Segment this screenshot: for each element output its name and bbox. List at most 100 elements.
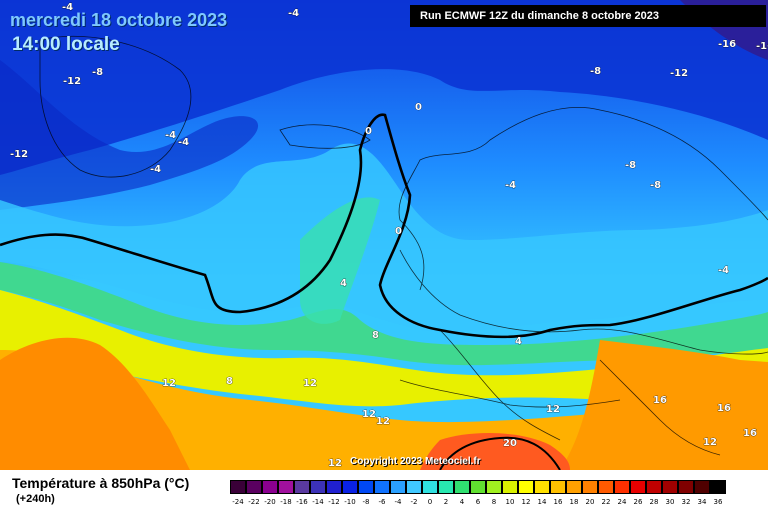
isotherm-label: 12 [328,458,342,469]
scale-swatch [374,480,390,494]
forecast-time: 14:00 locale [12,34,120,55]
isotherm-label: 4 [515,336,522,347]
scale-tick: -6 [378,498,386,506]
scale-tick: -22 [248,498,260,506]
scale-swatch [470,480,486,494]
isotherm-label: -16 [756,41,768,52]
isotherm-label: -8 [625,160,636,171]
scale-tick: -2 [410,498,418,506]
color-scale-labels: -24 -22 -20 -18 -16 -14 -12 -10 -8 -6 -4 -2 0 2 4 6 8 10 1… [230,498,726,506]
isotherm-label: -4 [505,180,516,191]
isotherm-label: 12 [362,409,376,420]
isotherm-label: -12 [63,76,81,87]
scale-tick: 6 [475,498,481,506]
scale-tick: -12 [328,498,340,506]
scale-tick: -14 [312,498,324,506]
isotherm-twenty [439,436,561,470]
scale-tick: 24 [617,498,627,506]
legend-subtitle: (+240h) [16,493,55,505]
isotherm-label: -4 [62,2,73,13]
isotherm-labels: -4-4-16-16-8-12-8-120-4-40-12-4-8-4-80-4… [10,2,768,470]
scale-swatch [694,480,710,494]
scale-swatch [358,480,374,494]
scale-swatch [614,480,630,494]
isotherm-label: -4 [178,137,189,148]
isotherm-zero [0,113,768,339]
scale-swatch [518,480,534,494]
scale-swatch [662,480,678,494]
scale-tick: 22 [601,498,611,506]
copyright: Copyright 2023 Meteociel.fr [350,456,481,467]
scale-swatch [566,480,582,494]
coastlines [39,35,768,456]
scale-swatch [230,480,246,494]
scale-swatch [550,480,566,494]
scale-tick: 12 [521,498,531,506]
scale-swatch [582,480,598,494]
isotherm-label: -12 [10,149,28,160]
scale-tick: 10 [505,498,515,506]
isotherm-label: -8 [650,180,661,191]
scale-swatch [326,480,342,494]
scale-tick: 34 [697,498,707,506]
scale-tick: 18 [569,498,579,506]
isotherm-label: 16 [717,403,731,414]
isotherm-label: 12 [546,404,560,415]
scale-swatch [598,480,614,494]
isotherm-label: 0 [395,226,402,237]
scale-tick: -20 [264,498,276,506]
scale-swatch [710,480,726,494]
isotherm-label: 0 [415,102,422,113]
isotherm-label: -12 [670,68,688,79]
isotherm-label: -4 [165,130,176,141]
scale-tick: -16 [296,498,308,506]
scale-swatch [438,480,454,494]
scale-tick: 4 [459,498,465,506]
scale-swatch [262,480,278,494]
scale-swatch [454,480,470,494]
run-info: Run ECMWF 12Z du dimanche 8 octobre 2023 [410,5,766,27]
isotherm-label: -16 [718,39,736,50]
scale-tick: 32 [681,498,691,506]
scale-swatch [502,480,518,494]
scale-swatch [534,480,550,494]
isotherm-label: 12 [703,437,717,448]
scale-tick: 26 [633,498,643,506]
scale-swatch [390,480,406,494]
legend-title: Température à 850hPa (°C) [12,475,190,491]
scale-tick: -10 [344,498,356,506]
scale-tick: 8 [491,498,497,506]
scale-swatch [310,480,326,494]
scale-tick: 28 [649,498,659,506]
isotherm-label: 16 [743,428,757,439]
scale-tick: -18 [280,498,292,506]
scale-tick: 14 [537,498,547,506]
scale-tick: 16 [553,498,563,506]
isotherm-label: 12 [376,416,390,427]
isotherm-label: 12 [303,378,317,389]
scale-tick: 30 [665,498,675,506]
scale-tick: 0 [427,498,433,506]
isotherm-label: 12 [162,378,176,389]
forecast-date: mercredi 18 octobre 2023 [10,10,228,30]
scale-swatch [406,480,422,494]
scale-tick: -8 [362,498,370,506]
scale-swatch [630,480,646,494]
scale-swatch [294,480,310,494]
color-scale [230,480,726,494]
scale-tick: -4 [394,498,402,506]
scale-tick: -24 [232,498,244,506]
scale-swatch [486,480,502,494]
scale-tick: 36 [713,498,723,506]
isotherm-label: -8 [92,67,103,78]
isotherm-label: -4 [288,8,299,19]
isotherm-label: 16 [653,395,667,406]
scale-swatch [646,480,662,494]
isotherm-label: -8 [590,66,601,77]
isotherm-label: -4 [718,265,729,276]
isotherm-label: 20 [503,438,517,449]
isotherm-label: 8 [226,376,233,387]
scale-swatch [422,480,438,494]
scale-swatch [678,480,694,494]
scale-swatch [278,480,294,494]
